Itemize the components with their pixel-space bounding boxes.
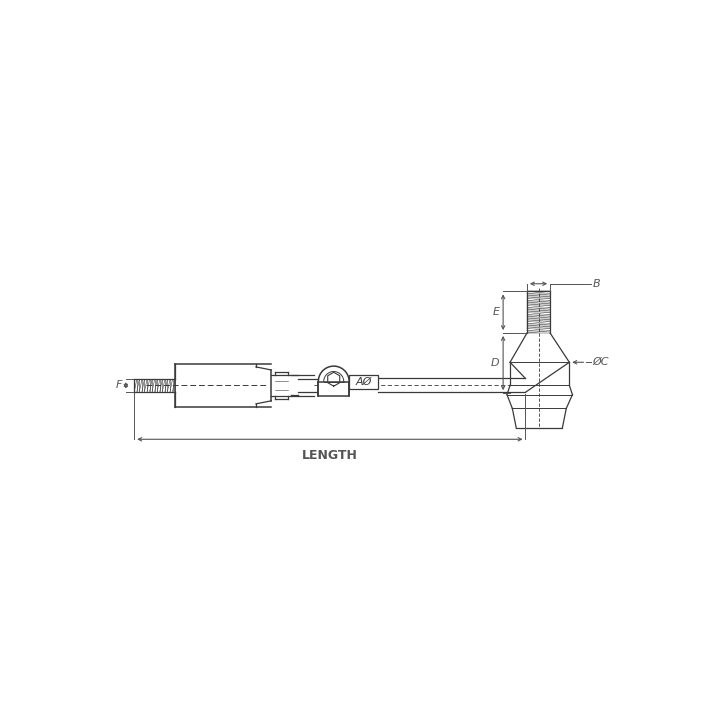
Text: B: B: [593, 279, 600, 289]
Text: LENGTH: LENGTH: [302, 449, 358, 462]
Text: D: D: [491, 358, 499, 368]
Text: ØC: ØC: [593, 357, 609, 367]
Bar: [349, 374, 379, 389]
Bar: [318, 381, 349, 396]
Text: F: F: [116, 381, 122, 391]
Text: AØ: AØ: [355, 377, 372, 387]
Text: E: E: [492, 307, 499, 317]
